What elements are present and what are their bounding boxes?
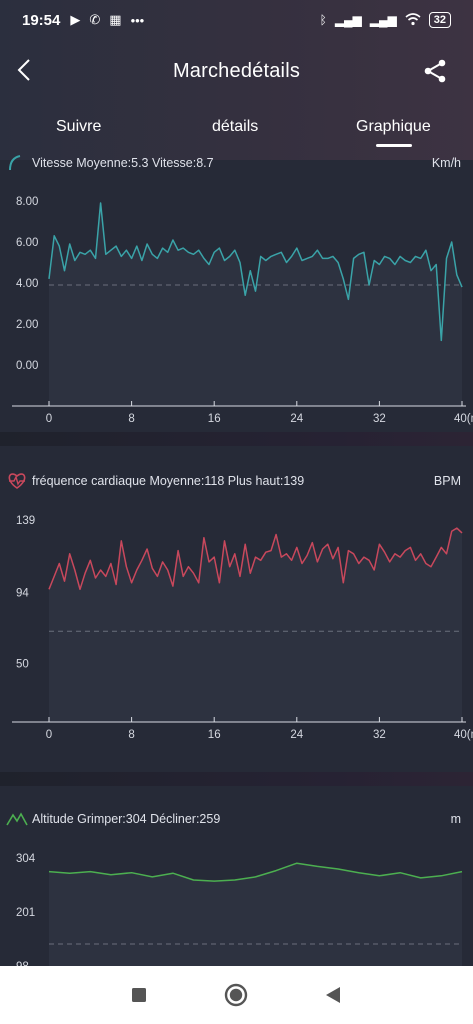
altitude-card: Altitude Grimper:304 Décliner:259 m 304 2… (0, 786, 473, 966)
y-tick-label: 4.00 (16, 278, 38, 290)
series-area (49, 528, 462, 722)
x-tick-label: 40(m) (454, 729, 473, 741)
altitude-chart: 304 201 98 (16, 853, 463, 966)
x-tick-label: 32 (373, 729, 386, 741)
x-tick-label: 24 (290, 413, 303, 425)
status-bar: 19:54 ▶ ✆ ▦ ••• ᛒ ▂▄▆ ▂▄▆ 32 (0, 0, 473, 40)
calendar-icon: ▦ (109, 12, 122, 27)
share-button[interactable] (423, 58, 451, 86)
y-tick-label: 201 (16, 907, 35, 919)
speed-chart: 8.00 6.00 4.00 2.00 0.00 0 8 16 24 32 40(m) (12, 196, 473, 425)
x-tick-label: 24 (290, 729, 303, 741)
top-bar: 19:54 ▶ ✆ ▦ ••• ᛒ ▂▄▆ ▂▄▆ 32 Marchedétai… (0, 0, 473, 160)
more-icon: ••• (130, 12, 145, 28)
y-tick-label: 94 (16, 588, 29, 600)
card-separator (0, 432, 473, 446)
y-tick-label: 50 (16, 658, 29, 670)
system-nav-bar (0, 966, 473, 1024)
y-tick-label: 304 (16, 853, 36, 865)
viber-icon: ✆ (89, 12, 101, 27)
back-triangle-icon (326, 987, 340, 1003)
altitude-header-text: Altitude Grimper:304 Décliner:259 (32, 812, 221, 826)
heart-rate-icon (8, 473, 26, 489)
recent-apps-button[interactable] (126, 982, 152, 1008)
series-line (48, 527, 463, 591)
x-tick-label: 32 (373, 413, 386, 425)
series-area (49, 203, 462, 406)
heart-unit: BPM (433, 474, 461, 488)
altitude-header: Altitude Grimper:304 Décliner:259 m (0, 810, 473, 830)
mountain-icon (6, 812, 28, 826)
altitude-unit: m (450, 812, 461, 826)
card-separator (0, 772, 473, 786)
active-tab-indicator (376, 144, 412, 147)
series-line (48, 862, 463, 882)
speed-header-text: Vitesse Moyenne:5.3 Vitesse:8.7 (32, 156, 214, 170)
y-tick-label: 6.00 (16, 237, 38, 249)
tab-bar: Suivre détails Graphique (0, 112, 473, 152)
y-tick-label: 0.00 (16, 360, 38, 372)
y-tick-label: 8.00 (16, 196, 38, 208)
speed-header: Vitesse Moyenne:5.3 Vitesse:8.7 Km/h (0, 154, 473, 174)
back-button[interactable] (10, 54, 38, 86)
bluetooth-icon: ᛒ (319, 13, 327, 27)
chevron-left-icon (17, 59, 30, 81)
speed-unit: Km/h (431, 156, 461, 170)
back-nav-button[interactable] (320, 982, 346, 1008)
y-tick-label: 98 (16, 961, 29, 966)
heart-header: fréquence cardiaque Moyenne:118 Plus hau… (0, 472, 473, 492)
signal-icon: ▂▄▆ (334, 13, 362, 27)
square-icon (132, 988, 146, 1002)
x-tick-label: 16 (208, 413, 221, 425)
heart-chart: 139 94 50 0 8 16 24 32 40(m) (12, 515, 473, 741)
battery-indicator: 32 (428, 12, 451, 28)
signal-icon: ▂▄▆ (369, 13, 397, 27)
x-tick-label: 8 (128, 729, 134, 741)
tab-suivre[interactable]: Suivre (56, 118, 102, 135)
speed-icon (9, 155, 21, 171)
heart-card: fréquence cardiaque Moyenne:118 Plus hau… (0, 446, 473, 772)
status-time: 19:54 (22, 11, 61, 29)
page-title: Marchedétails (172, 60, 301, 82)
speed-card: Vitesse Moyenne:5.3 Vitesse:8.7 Km/h 8.0… (0, 155, 473, 432)
x-tick-label: 0 (46, 413, 52, 425)
tab-graphique[interactable]: Graphique (356, 118, 431, 135)
home-circle-icon (224, 983, 248, 1007)
heart-header-text: fréquence cardiaque Moyenne:118 Plus hau… (32, 474, 305, 488)
home-button[interactable] (223, 982, 249, 1008)
y-tick-label: 2.00 (16, 319, 38, 331)
x-tick-label: 0 (46, 729, 52, 741)
play-icon: ▶ (70, 12, 81, 27)
series-line (48, 202, 463, 342)
title-bar: Marchedétails (0, 48, 473, 98)
x-tick-label: 40(m) (454, 413, 473, 425)
series-area (49, 863, 462, 966)
tab-details[interactable]: détails (212, 118, 259, 135)
wifi-icon (405, 12, 421, 29)
x-tick-label: 8 (128, 413, 134, 425)
share-icon (424, 59, 446, 83)
y-tick-label: 139 (16, 515, 35, 527)
x-tick-label: 16 (208, 729, 221, 741)
